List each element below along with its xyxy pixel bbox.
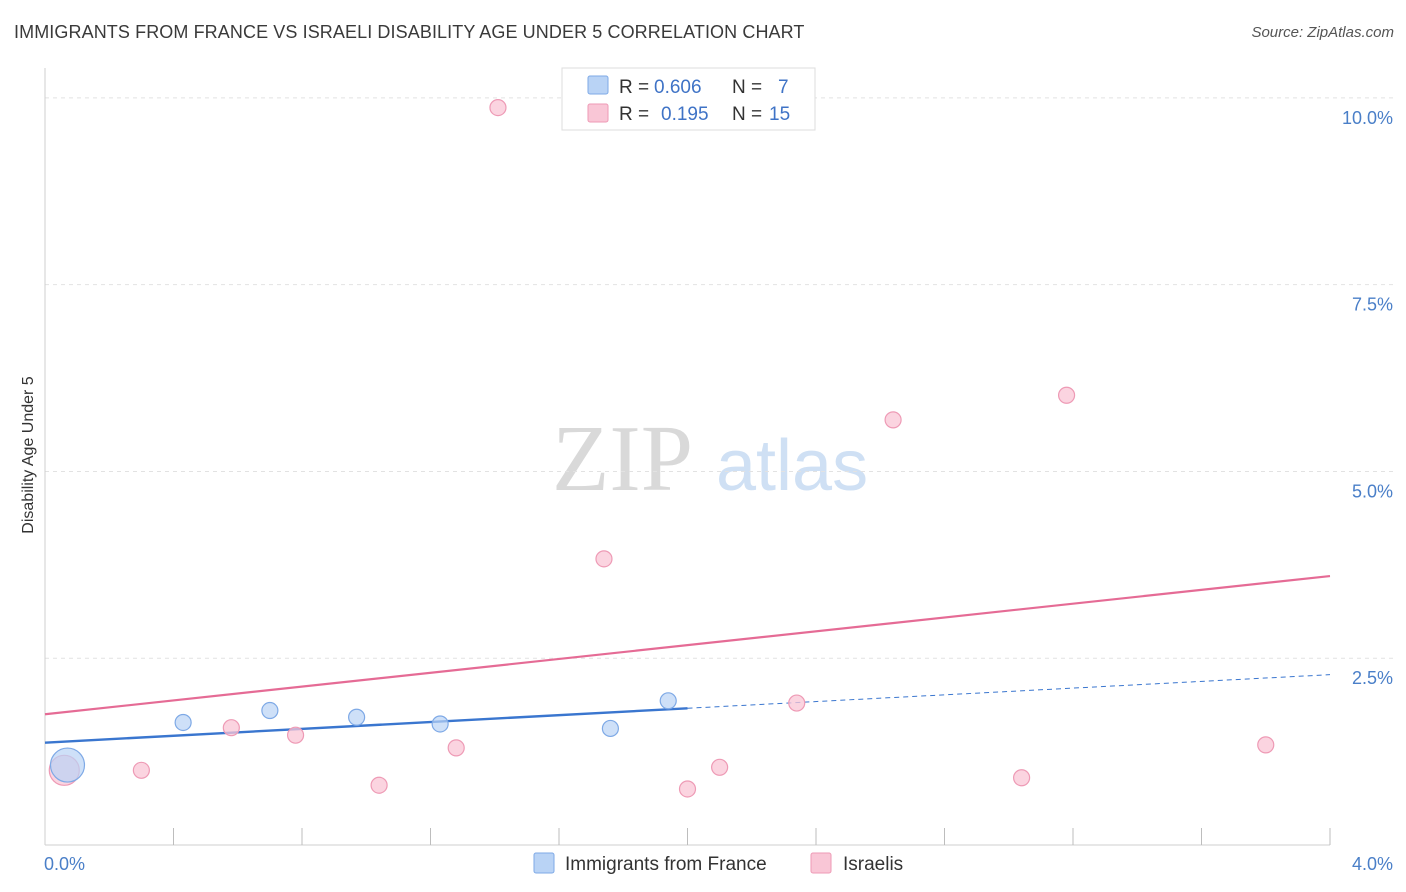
point-israelis	[1257, 736, 1275, 754]
point-france	[174, 713, 192, 732]
y-tick-label: 2.5%	[1352, 668, 1393, 688]
trend-line-france	[44, 707, 688, 744]
point-france	[431, 715, 449, 733]
point-france	[659, 692, 677, 710]
point-israelis	[884, 411, 902, 429]
watermark-atlas: atlas	[716, 426, 868, 506]
trend-lines	[44, 574, 1331, 744]
point-israelis	[1057, 386, 1076, 404]
x-tick-label: 4.0%	[1352, 854, 1393, 874]
data-points	[48, 98, 1275, 798]
x-tick-label: 0.0%	[44, 854, 85, 874]
legend-swatch-israelis	[587, 103, 609, 123]
y-tick-labels: 2.5% 5.0% 7.5% 10.0%	[1342, 108, 1393, 688]
point-israelis	[1012, 769, 1031, 787]
point-israelis	[489, 98, 507, 117]
series-legend: Immigrants from France Israelis	[533, 852, 903, 875]
watermark: ZIP atlas	[552, 407, 868, 511]
point-france	[348, 708, 366, 726]
point-israelis	[447, 739, 465, 757]
legend-r-label: R =	[619, 104, 649, 125]
point-israelis	[678, 780, 697, 798]
x-tick-labels: 0.0% 4.0%	[44, 854, 1393, 874]
point-israelis	[788, 694, 806, 712]
point-israelis	[370, 776, 388, 794]
legend-r-label: R =	[619, 77, 649, 98]
x-ticks	[173, 828, 1331, 845]
y-tick-label: 10.0%	[1342, 108, 1393, 128]
legend-label-israelis: Israelis	[843, 854, 903, 875]
point-israelis	[286, 726, 305, 744]
point-france	[49, 747, 86, 783]
trend-line-france-extension	[687, 674, 1331, 709]
y-tick-label: 7.5%	[1352, 295, 1393, 315]
chart-title: IMMIGRANTS FROM FRANCE VS ISRAELI DISABI…	[14, 22, 805, 42]
legend-swatch-israelis	[810, 852, 832, 874]
trend-line-israelis	[44, 574, 1331, 716]
legend-n-value: 15	[769, 104, 790, 125]
legend-n-value: 7	[778, 77, 789, 98]
legend-swatch-france	[587, 75, 609, 95]
correlation-legend: R = 0.606 N = 7 R = 0.195 N = 15	[561, 67, 816, 131]
legend-swatch-france	[533, 852, 555, 874]
point-france	[261, 701, 279, 720]
point-israelis	[595, 550, 613, 568]
source-label: Source: ZipAtlas.com	[1251, 24, 1394, 41]
grid-lines	[45, 97, 1394, 659]
point-israelis	[711, 758, 729, 776]
point-israelis	[132, 761, 150, 779]
y-axis-label: Disability Age Under 5	[20, 376, 37, 534]
y-tick-label: 5.0%	[1352, 481, 1393, 501]
legend-r-value: 0.195	[661, 104, 709, 125]
point-israelis	[222, 719, 240, 737]
legend-r-value: 0.606	[654, 77, 702, 98]
legend-n-label: N =	[732, 77, 762, 98]
point-france	[601, 719, 620, 738]
watermark-zip: ZIP	[552, 407, 693, 511]
legend-label-france: Immigrants from France	[565, 854, 767, 875]
legend-n-label: N =	[732, 104, 762, 125]
